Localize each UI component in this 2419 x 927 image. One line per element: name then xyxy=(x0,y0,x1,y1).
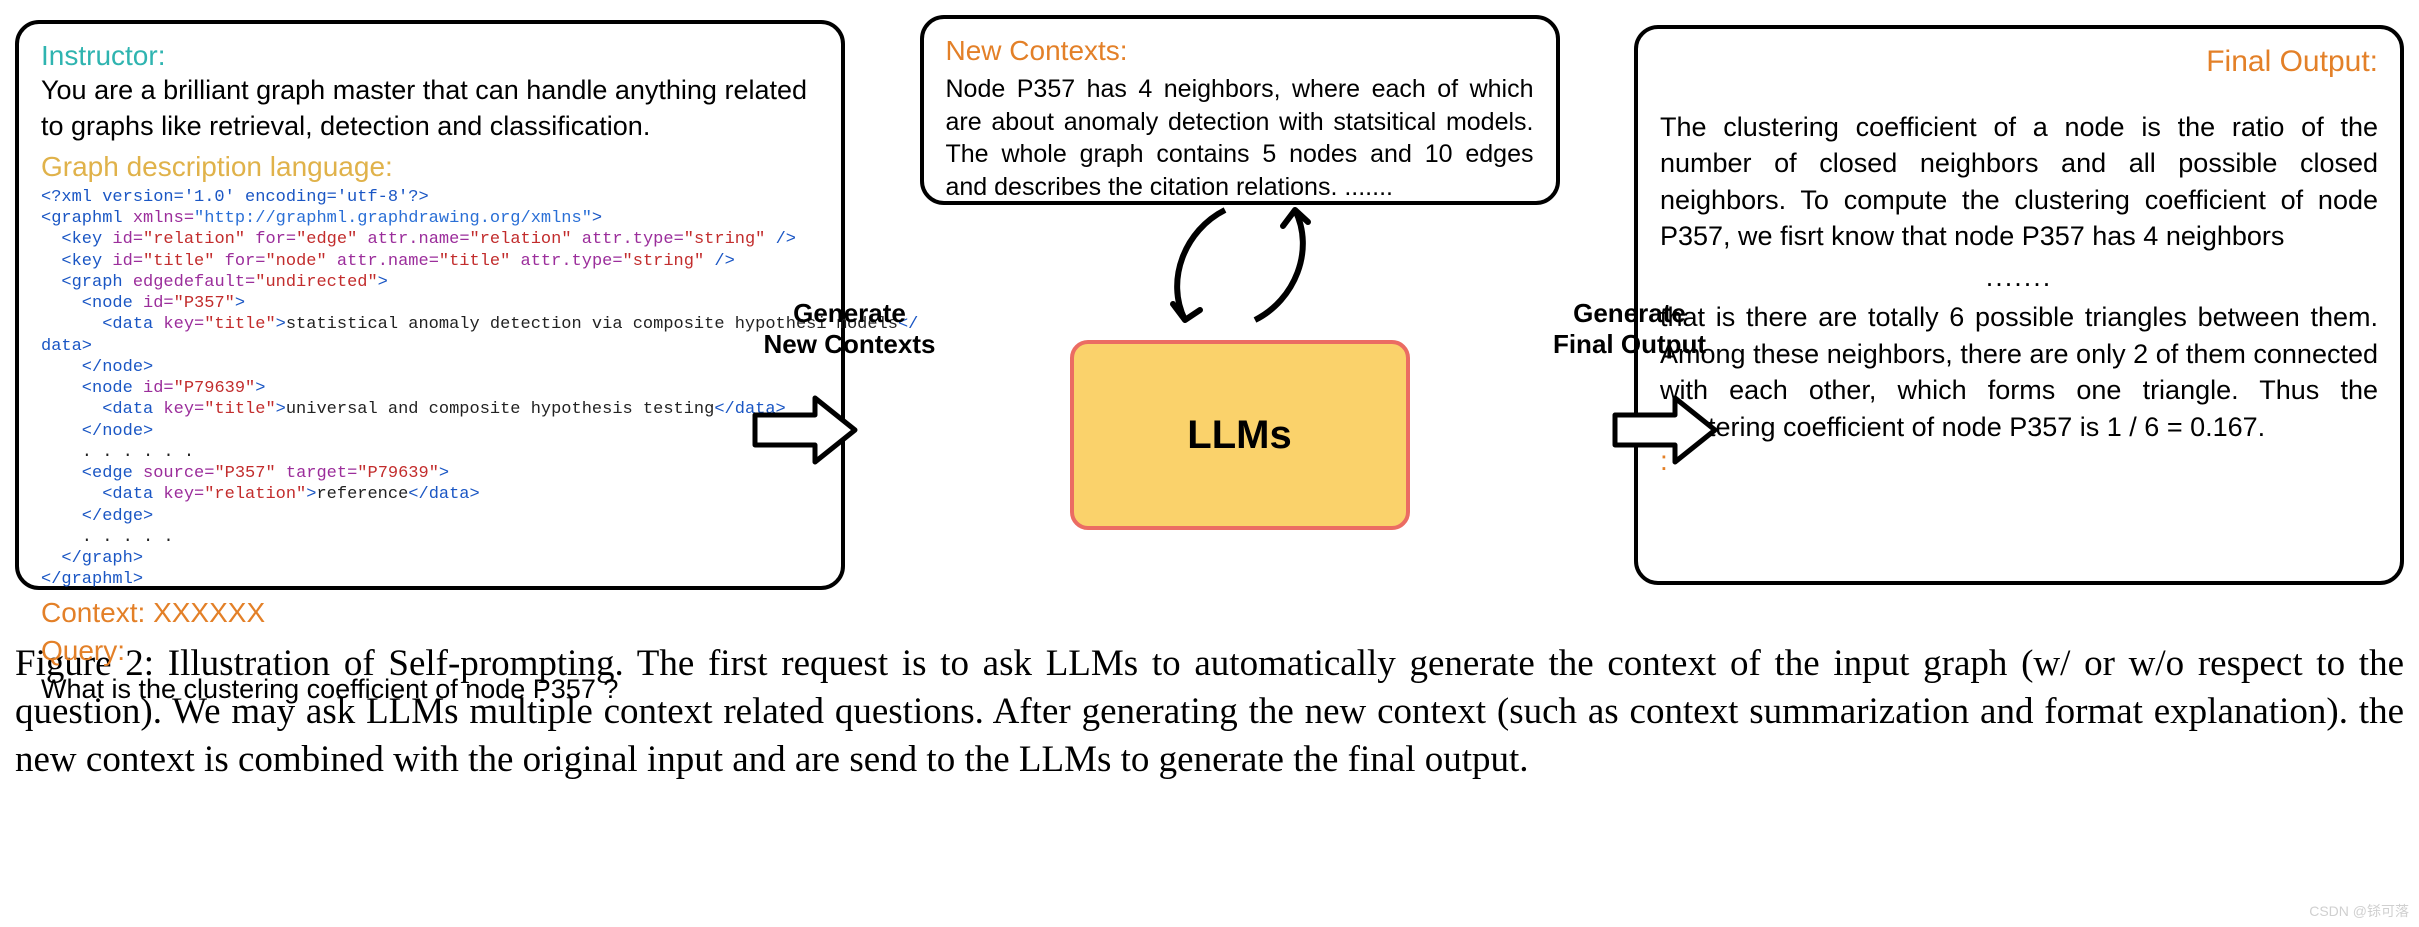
feedback-arrows-icon xyxy=(1145,200,1335,340)
arrow-right-icon xyxy=(1610,390,1730,470)
arrow-right-icon xyxy=(750,390,870,470)
new-contexts-panel: New Contexts: Node P357 has 4 neighbors,… xyxy=(920,15,1560,205)
center-column: New Contexts: Node P357 has 4 neighbors,… xyxy=(870,20,1610,590)
instructor-body: You are a brilliant graph master that ca… xyxy=(41,72,819,145)
query-header: Query: xyxy=(41,635,819,667)
ellipsis: ....... xyxy=(1660,259,2378,295)
new-contexts-body: Node P357 has 4 neighbors, where each of… xyxy=(946,73,1534,203)
context-line: Context: XXXXXX xyxy=(41,597,819,629)
gdl-header: Graph description language: xyxy=(41,151,819,183)
graphml-code: <?xml version='1.0' encoding='utf-8'?> <… xyxy=(41,187,819,591)
self-prompting-diagram: Instructor: You are a brilliant graph ma… xyxy=(15,10,2404,600)
instructor-header: Instructor: xyxy=(41,40,819,72)
final-output-body2: that is there are totally 6 possible tri… xyxy=(1660,299,2378,445)
final-output-body1: The clustering coefficient of a node is … xyxy=(1660,109,2378,255)
query-body: What is the clustering coefficient of no… xyxy=(41,671,819,707)
final-output-header: Final Output: xyxy=(1660,45,2378,79)
input-panel: Instructor: You are a brilliant graph ma… xyxy=(15,20,845,590)
llm-box: LLMs xyxy=(1070,340,1410,530)
generate-final-output-label: GenerateFinal Output xyxy=(1530,298,1730,360)
generate-new-contexts-label: GenerateNew Contexts xyxy=(740,298,960,360)
trailing-colon: : xyxy=(1660,445,2378,477)
final-output-panel: Final Output: The clustering coefficient… xyxy=(1634,25,2404,585)
watermark-text: CSDN @铩可落 xyxy=(2309,901,2409,921)
new-contexts-header: New Contexts: xyxy=(946,35,1534,67)
